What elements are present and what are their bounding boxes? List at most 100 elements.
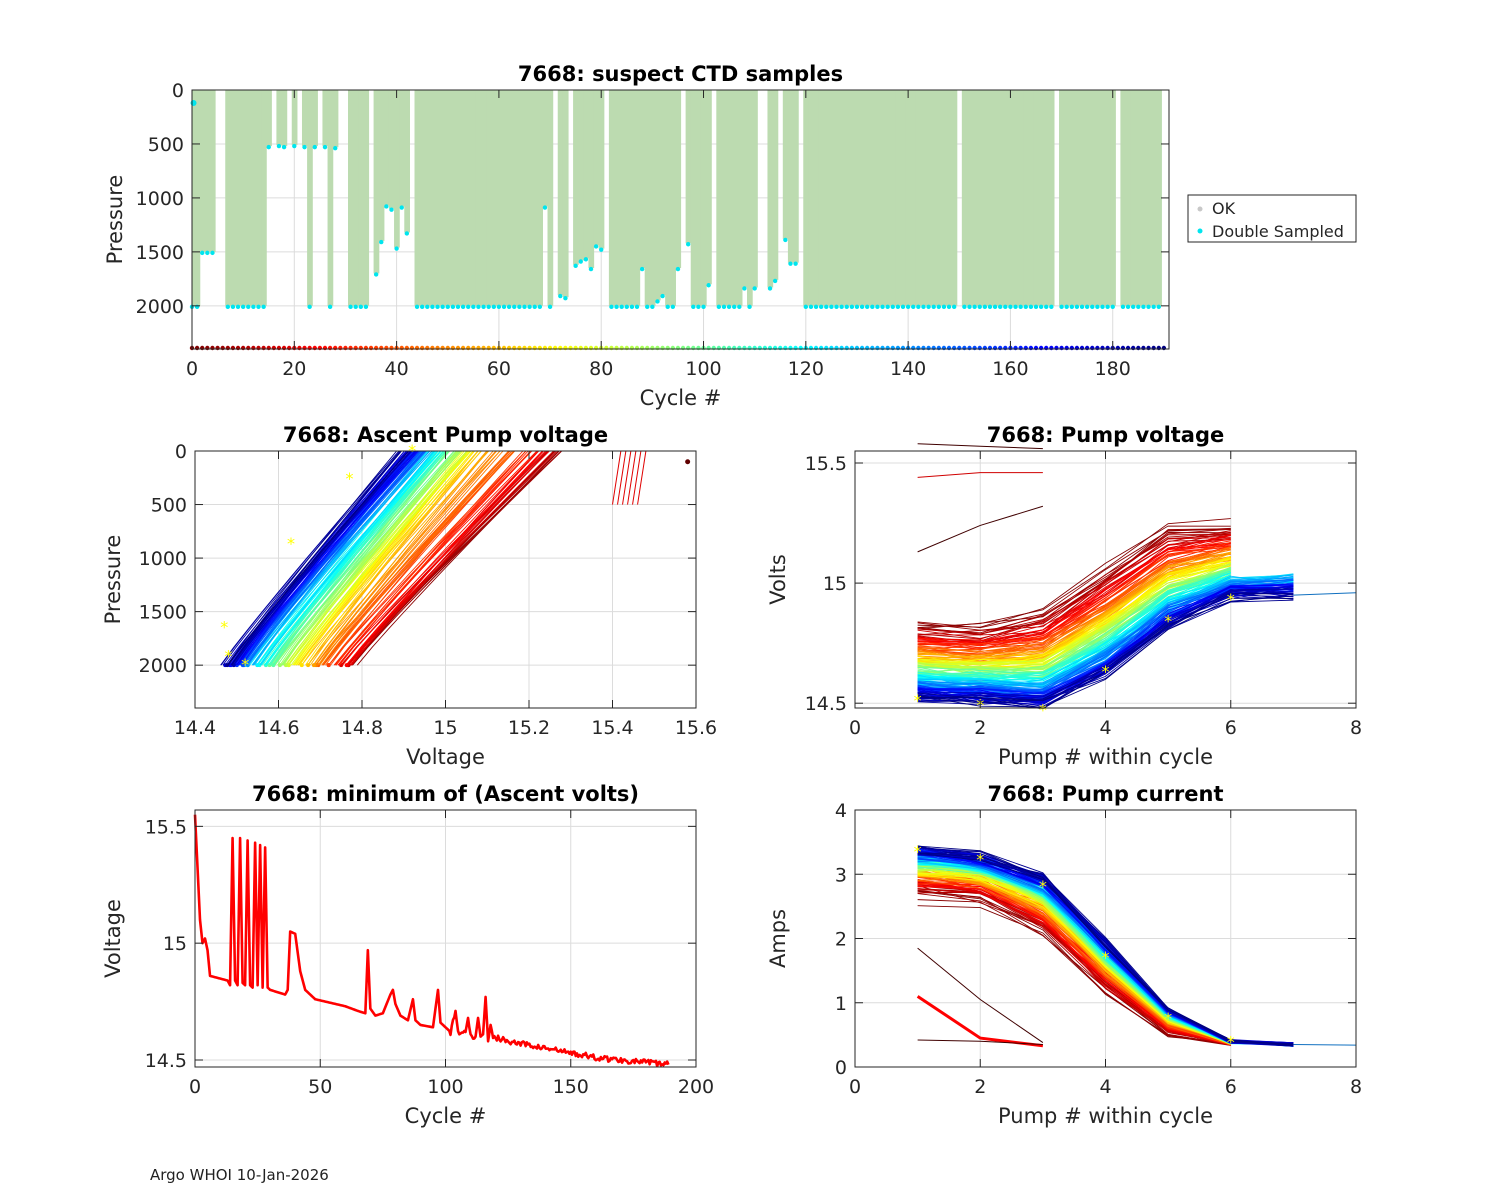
cycle-marker [200, 345, 205, 351]
double-sampled-point [839, 304, 844, 310]
legend-box [1187, 194, 1357, 243]
cycle-marker [266, 345, 271, 351]
double-sampled-point [701, 304, 706, 310]
x-tick-label: 80 [589, 358, 613, 380]
cycle-marker [890, 345, 895, 351]
ok-profile-bar [854, 90, 861, 306]
pump-voltage-line [917, 537, 1231, 639]
double-sampled-point [670, 304, 676, 310]
ok-profile-bar [900, 90, 907, 306]
cycle-marker [921, 345, 926, 351]
chart-min-ascent-volts: 0 50 100 150 200 14.5 15 15.5 7668: minimum of (… [101, 782, 714, 1128]
double-sampled-point [992, 304, 998, 310]
ok-profile-bar [716, 90, 723, 306]
cycle-marker [271, 345, 277, 351]
double-sampled-point [926, 304, 931, 310]
double-sampled-point [353, 304, 358, 310]
ok-profile-bar [455, 90, 462, 306]
ok-profile-bar [578, 90, 584, 261]
chart-pump-current: * * * * * * 0 2 4 6 8 0 1 2 3 4 7668: Pump current Pump #… [766, 782, 1362, 1128]
x-tick-label: 50 [308, 1076, 332, 1098]
double-sampled-point [1141, 304, 1146, 310]
ok-profile-bar [951, 90, 958, 306]
cycle-marker [588, 345, 594, 351]
double-sampled-point [512, 304, 517, 310]
ok-profile-bar [634, 90, 641, 306]
double-sampled-point [1130, 304, 1136, 310]
y-tick-label: 2 [835, 929, 847, 951]
cycle-marker [450, 345, 456, 351]
cycle-marker [425, 345, 430, 351]
ok-profile-bar [823, 90, 830, 306]
cycle-marker [343, 345, 348, 351]
ok-profile-bar [772, 90, 779, 280]
cycle-marker [936, 345, 942, 351]
cycle-marker [1054, 345, 1059, 351]
cycle-marker [435, 345, 440, 351]
outlier-point [685, 459, 691, 465]
double-sampled-point [675, 266, 681, 272]
cycle-marker [240, 345, 246, 351]
double-sampled-point [911, 304, 916, 310]
ascent-point [326, 663, 331, 668]
ok-profile-bar [808, 90, 815, 306]
ok-profile-bar [445, 90, 451, 306]
cycle-marker [578, 345, 583, 351]
ok-profile-bar [225, 90, 231, 306]
ok-profile-bar [383, 90, 390, 206]
double-sampled-point [639, 266, 645, 272]
ok-profile-bar [665, 90, 671, 306]
ok-profile-bar [276, 90, 283, 146]
cycle-marker [849, 345, 855, 351]
cycle-marker [721, 345, 727, 351]
double-sampled-point [951, 304, 957, 310]
cycle-marker [1136, 345, 1141, 351]
ok-profile-bar [803, 90, 809, 306]
ascent-profile-line [259, 450, 435, 666]
double-sampled-point [1146, 304, 1151, 310]
cycle-marker [307, 345, 312, 351]
double-sampled-point [931, 304, 936, 310]
cycle-marker [481, 345, 486, 351]
double-sampled-point [501, 304, 507, 310]
cycle-marker [358, 345, 364, 351]
cycle-marker [629, 345, 635, 351]
star-marker: * [287, 534, 295, 553]
double-sampled-point [486, 304, 491, 310]
cycle-marker [517, 345, 522, 351]
double-sampled-point [650, 304, 655, 310]
ok-profile-bar [787, 90, 794, 263]
double-sampled-point [1033, 304, 1039, 310]
ok-profile-bar [654, 90, 661, 301]
cycle-marker [1018, 345, 1023, 351]
ascent-point [306, 663, 311, 668]
ok-profile-bar [481, 90, 487, 306]
star-marker: * [1164, 1009, 1172, 1028]
ok-profile-bar [373, 90, 380, 274]
double-sampled-point [1105, 304, 1110, 310]
ok-profile-bar [736, 90, 743, 306]
double-sampled-point [737, 304, 742, 310]
cycle-marker [506, 345, 512, 351]
ok-profile-bar [470, 90, 477, 306]
ok-profile-bar [864, 90, 871, 306]
ok-profile-bar [608, 90, 615, 306]
legend-double-label: Double Sampled [1212, 222, 1344, 241]
double-sampled-point [645, 304, 650, 310]
y-axis-label: Voltage [101, 899, 125, 978]
cycle-marker [665, 345, 670, 351]
ascent-profile-line [351, 450, 563, 666]
double-sampled-point [440, 304, 445, 310]
ok-profile-bar [358, 90, 364, 306]
double-sampled-point [200, 250, 205, 256]
double-sampled-point [1064, 304, 1069, 310]
chart-title: 7668: Pump current [987, 782, 1223, 806]
chart-title: 7668: Pump voltage [987, 423, 1225, 447]
ok-profile-bar [931, 90, 937, 306]
cycle-marker [1156, 345, 1161, 351]
cycle-marker [788, 345, 793, 351]
ok-profile-bar [562, 90, 569, 298]
x-tick-label: 0 [849, 717, 861, 739]
double-sampled-point [1125, 304, 1131, 310]
ok-profile-bar [731, 90, 738, 306]
